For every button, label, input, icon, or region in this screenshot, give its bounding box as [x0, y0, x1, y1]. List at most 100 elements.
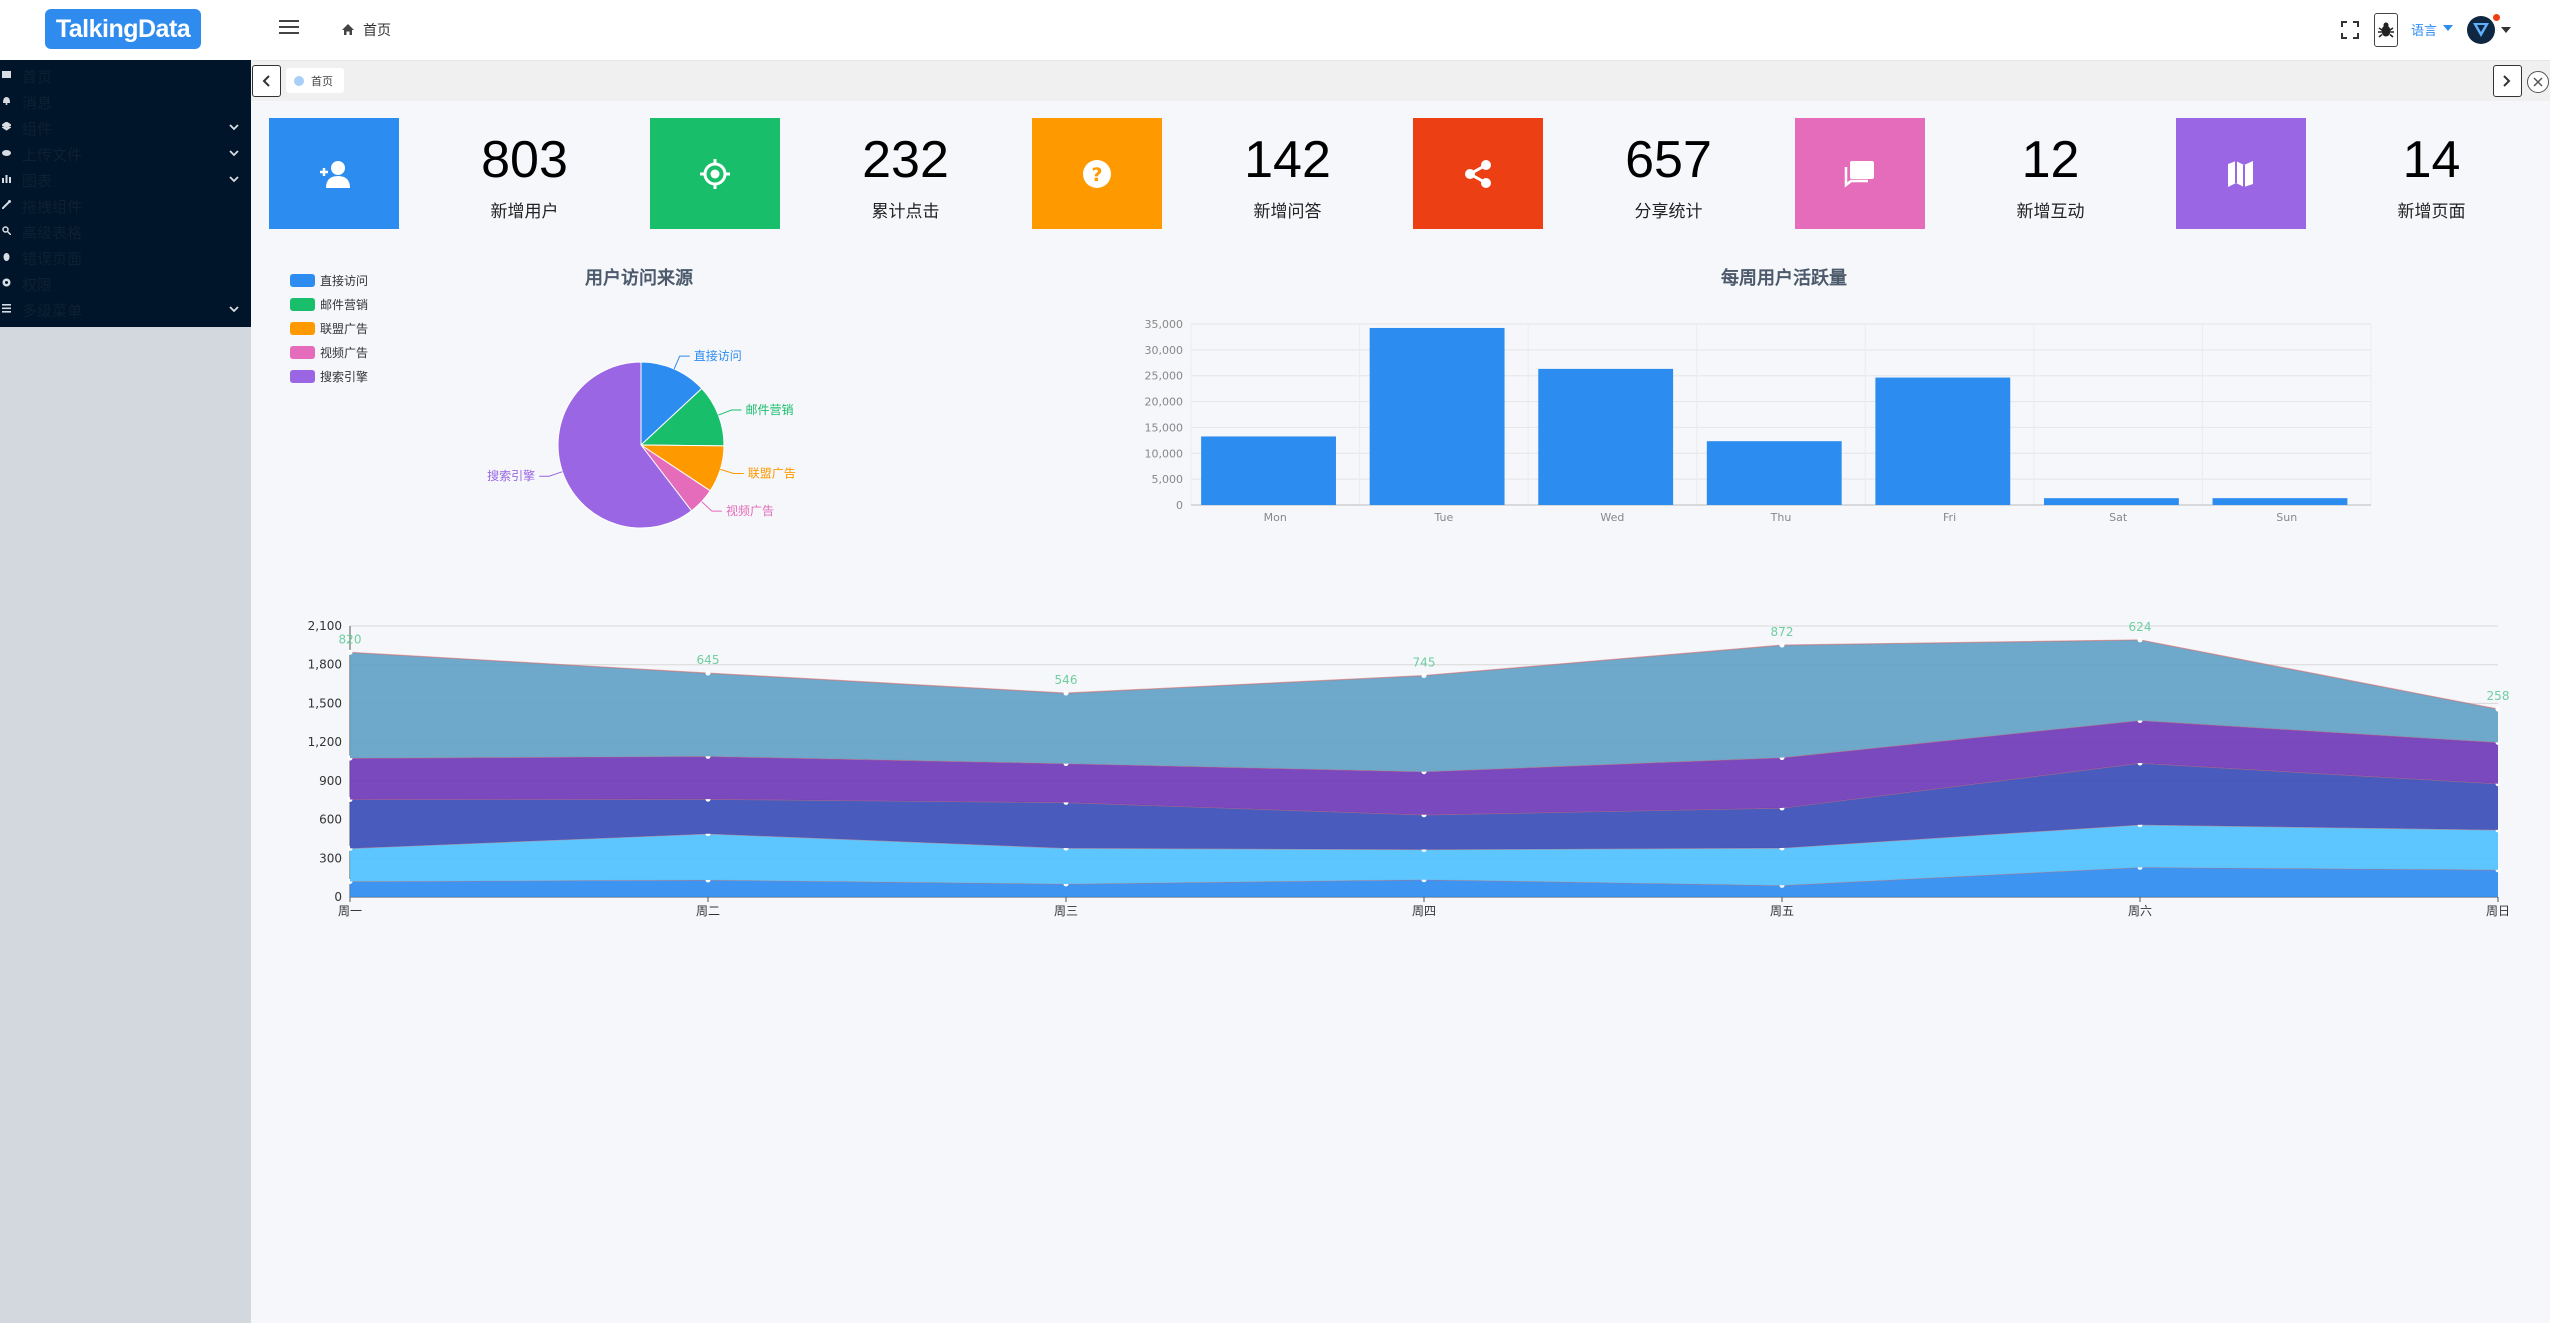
sidebar-item-4[interactable]: 上传文件: [0, 140, 251, 166]
user-avatar[interactable]: [2467, 16, 2495, 44]
stat-icon-box: [650, 118, 780, 229]
logo-area: TalkingData: [0, 0, 251, 60]
sidebar-item-label: 组件: [22, 120, 53, 138]
sidebar-item-9[interactable]: 权限: [0, 270, 251, 296]
area-point[interactable]: [1779, 642, 1785, 648]
bar-x-tick: Sat: [2109, 511, 2128, 524]
pie-legend-label[interactable]: 邮件营销: [320, 298, 368, 312]
area-series[interactable]: [350, 763, 2498, 850]
stat-value: 12: [2021, 131, 2080, 189]
pie-data-label: 视频广告: [726, 503, 774, 518]
stat-card: 14 新增页面: [2176, 118, 2550, 229]
bar-x-tick: Tue: [1433, 511, 1453, 524]
sidebar-item-10[interactable]: 多级菜单: [0, 296, 251, 322]
error-log-button[interactable]: [2374, 13, 2398, 47]
chevron-down-icon: [229, 124, 239, 131]
sidebar-item-label: 首页: [22, 68, 53, 86]
pie-legend-swatch[interactable]: [290, 298, 315, 311]
pie-slice[interactable]: [639, 387, 725, 447]
area-y-tick: 300: [319, 851, 342, 865]
share-icon: [1465, 159, 1491, 188]
bar[interactable]: [1369, 327, 1505, 505]
bug-icon: [3, 253, 10, 261]
area-point[interactable]: [1063, 690, 1069, 696]
area-point[interactable]: [2495, 706, 2501, 712]
bar-x-tick: Sun: [2276, 511, 2297, 524]
stat-value: 232: [862, 131, 949, 189]
area-series[interactable]: [350, 824, 2498, 886]
menu-toggle-icon[interactable]: [279, 19, 299, 35]
settings-icon: [2, 278, 11, 287]
pie-slice[interactable]: [640, 361, 703, 447]
pie-legend-label[interactable]: 视频广告: [320, 345, 368, 360]
area-series[interactable]: [350, 720, 2498, 815]
tags-scroll-left-button[interactable]: [252, 65, 281, 97]
app-logo[interactable]: TalkingData: [45, 9, 201, 49]
top-header: 首页 语言: [251, 0, 2550, 61]
tags-scroll-right-button[interactable]: [2493, 65, 2522, 97]
pie-chart-panel: 用户访问来源 直接访问 邮件营销 联盟广告 视频广告 搜索引擎 直接访问 邮件营销 联盟广告视…: [269, 244, 1026, 576]
pie-legend-swatch[interactable]: [290, 370, 315, 383]
pie-legend-label[interactable]: 搜索引擎: [320, 369, 368, 384]
tag-home-label: 首页: [311, 75, 333, 88]
area-series[interactable]: [350, 639, 2498, 772]
sidebar-item-7[interactable]: 高级表格: [0, 218, 251, 244]
bar-y-tick: 30,000: [1145, 344, 1184, 357]
pie-legend-swatch[interactable]: [290, 322, 315, 335]
area-point[interactable]: [705, 670, 711, 676]
close-tags-button[interactable]: [2527, 71, 2549, 93]
area-point[interactable]: [347, 649, 353, 655]
language-caret-icon[interactable]: [2443, 25, 2453, 31]
bar[interactable]: [1538, 368, 1674, 505]
map-icon: [2228, 160, 2253, 187]
bar-chart-title: 每周用户活跃量: [1721, 268, 1847, 289]
fullscreen-icon[interactable]: [2341, 21, 2359, 39]
pie-legend-label[interactable]: 联盟广告: [320, 322, 368, 336]
pie-data-label: 直接访问: [694, 348, 742, 363]
stat-icon-box: [269, 118, 399, 229]
area-x-tick: 周日: [2486, 904, 2510, 918]
sidebar-item-5[interactable]: 图表: [0, 166, 251, 192]
sidebar-item-3[interactable]: 组件: [0, 114, 251, 140]
stat-value: 657: [1625, 131, 1712, 189]
stat-icon-box: [1795, 118, 1925, 229]
bar[interactable]: [2212, 498, 2348, 505]
sidebar-item-label: 上传文件: [22, 146, 83, 164]
area-point[interactable]: [1421, 673, 1427, 679]
chevron-left-icon: [262, 75, 270, 87]
pie-legend-swatch[interactable]: [290, 346, 315, 359]
area-x-tick: 周四: [1412, 904, 1436, 918]
pie-legend-label[interactable]: 直接访问: [320, 273, 368, 288]
home-icon: [342, 24, 354, 35]
bar[interactable]: [2043, 498, 2179, 505]
user-caret-icon[interactable]: [2501, 27, 2511, 33]
language-dropdown[interactable]: 语言: [2411, 24, 2438, 39]
sidebar-item-label: 高级表格: [22, 224, 83, 242]
bar-y-tick: 35,000: [1145, 318, 1184, 331]
sidebar-item-8[interactable]: 错误页面: [0, 244, 251, 270]
area-point[interactable]: [2137, 637, 2143, 643]
stat-label: 新增问答: [1253, 202, 1322, 222]
chevron-right-icon: [2503, 75, 2511, 87]
pie-chart-title: 用户访问来源: [585, 268, 693, 289]
area-data-label: 258: [2487, 689, 2510, 703]
bar[interactable]: [1875, 377, 2011, 505]
breadcrumb-home[interactable]: 首页: [363, 23, 391, 39]
sidebar-item-6[interactable]: 拖拽组件: [0, 192, 251, 218]
sidebar-item-label: 多级菜单: [22, 302, 83, 320]
layers-icon: [2, 122, 11, 131]
pie-legend-swatch[interactable]: [290, 274, 315, 287]
area-y-tick: 1,200: [308, 735, 342, 749]
menu-icon: [2, 304, 11, 313]
sidebar-item-2[interactable]: 消息: [0, 88, 251, 114]
close-icon: [2533, 77, 2543, 87]
bar[interactable]: [1201, 436, 1336, 505]
bar[interactable]: [1706, 441, 1842, 505]
area-x-tick: 周五: [1770, 904, 1794, 918]
pie-label-line: [720, 468, 744, 474]
sidebar-item-1[interactable]: 首页: [0, 62, 251, 88]
stat-value: 14: [2402, 131, 2461, 189]
tag-home[interactable]: 首页: [286, 68, 344, 93]
chevron-down-icon: [229, 150, 239, 157]
